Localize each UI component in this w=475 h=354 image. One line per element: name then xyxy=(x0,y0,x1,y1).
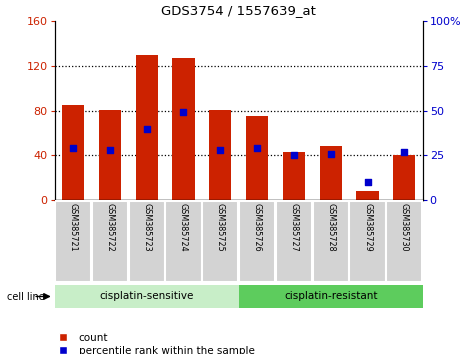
Bar xyxy=(386,201,422,282)
Bar xyxy=(165,201,201,282)
Text: GSM385728: GSM385728 xyxy=(326,202,335,251)
Text: cisplatin-resistant: cisplatin-resistant xyxy=(284,291,378,302)
Title: GDS3754 / 1557639_at: GDS3754 / 1557639_at xyxy=(161,4,316,17)
Bar xyxy=(99,109,121,200)
Bar xyxy=(313,201,349,282)
Bar xyxy=(129,201,165,282)
Bar xyxy=(356,191,379,200)
Point xyxy=(180,110,187,115)
Point xyxy=(253,145,261,151)
Text: GSM385729: GSM385729 xyxy=(363,202,372,251)
Text: GSM385727: GSM385727 xyxy=(289,202,298,251)
Bar xyxy=(136,55,158,200)
Point xyxy=(364,179,371,185)
Bar xyxy=(55,201,91,282)
Point xyxy=(217,147,224,153)
Bar xyxy=(350,201,386,282)
Text: GSM385723: GSM385723 xyxy=(142,202,151,251)
Bar xyxy=(283,152,305,200)
Bar xyxy=(55,285,238,308)
Bar xyxy=(276,201,312,282)
Legend: count, percentile rank within the sample: count, percentile rank within the sample xyxy=(53,333,255,354)
Bar xyxy=(238,285,423,308)
Point xyxy=(400,149,408,155)
Text: cisplatin-sensitive: cisplatin-sensitive xyxy=(99,291,194,302)
Bar xyxy=(320,147,342,200)
Bar xyxy=(92,201,128,282)
Bar xyxy=(172,58,195,200)
Point xyxy=(290,153,298,158)
Bar xyxy=(202,201,238,282)
Bar xyxy=(209,109,231,200)
Point xyxy=(106,147,114,153)
Bar xyxy=(246,116,268,200)
Text: GSM385726: GSM385726 xyxy=(253,202,262,251)
Point xyxy=(327,151,334,156)
Text: GSM385722: GSM385722 xyxy=(105,202,114,251)
Text: GSM385724: GSM385724 xyxy=(179,202,188,251)
Point xyxy=(143,126,151,131)
Text: GSM385721: GSM385721 xyxy=(68,202,77,251)
Text: GSM385730: GSM385730 xyxy=(400,202,409,251)
Text: GSM385725: GSM385725 xyxy=(216,202,225,251)
Text: cell line: cell line xyxy=(7,292,45,302)
Bar xyxy=(393,155,415,200)
Bar xyxy=(239,201,275,282)
Bar xyxy=(62,105,84,200)
Point xyxy=(69,145,77,151)
